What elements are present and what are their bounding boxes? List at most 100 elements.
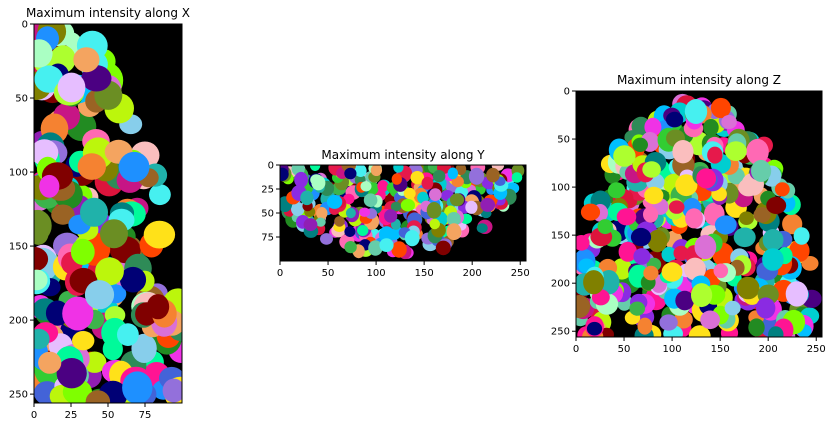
label-cell [85,390,111,403]
label-cell [480,197,496,212]
label-cell [725,141,747,162]
panel-y-ticks: 0 50 100 150 200 250 0 25 50 75 [261,161,530,280]
label-cell [143,220,176,249]
label-cell [370,165,383,176]
label-cell [713,263,729,279]
y-tick-label: 0 [564,87,570,98]
label-cell [62,296,94,331]
y-tick-label: 250 [551,327,570,338]
label-cell [303,218,318,232]
label-cell [446,223,462,241]
label-cell [607,182,626,199]
label-cell [643,265,659,281]
label-cell [390,201,402,212]
y-tick-label: 200 [9,316,28,327]
label-cell [429,188,442,202]
label-cell [629,301,646,316]
label-cell [685,208,703,229]
label-cell [633,248,651,265]
x-tick-label: 150 [415,268,434,279]
label-cell [359,207,371,217]
x-tick-label: 200 [759,344,778,355]
label-cell [668,200,685,214]
label-cell [34,209,52,242]
label-cell [789,239,810,262]
label-cell [426,202,442,219]
panel-x-title: Maximum intensity along X [26,6,190,20]
label-cell [673,245,689,261]
label-cell [384,209,398,223]
x-tick-label: 100 [367,268,386,279]
label-cell [801,256,819,271]
label-cell [714,215,737,235]
label-cell [675,174,698,197]
label-cell [309,165,321,171]
label-cell [746,138,769,165]
panel-x-label-cells [34,24,182,403]
label-cell [315,217,326,227]
label-cell [432,170,446,183]
panel-y-label-cells [280,165,525,260]
label-cell [57,72,86,103]
label-cell [768,326,784,337]
panel-z: Maximum intensity along Z 0 50 100 150 200 25… [551,73,826,355]
label-cell [291,201,305,217]
label-cell [691,283,713,308]
y-tick-label: 150 [551,231,570,242]
label-cell [613,145,636,167]
label-cell [597,219,613,235]
y-tick-label: 50 [15,94,28,105]
label-cell [447,167,458,180]
x-tick-label: 75 [139,410,152,421]
label-cell [785,281,809,307]
label-cell [748,318,765,337]
y-tick-label: 0 [22,20,28,31]
label-cell [391,241,407,258]
label-cell [665,111,684,128]
label-cell [300,190,314,206]
label-cell [34,328,50,350]
label-cell [751,159,772,182]
label-cell [762,229,784,251]
label-cell [576,235,590,251]
label-cell [100,219,128,249]
x-tick-label: 100 [663,344,682,355]
label-cell [644,186,664,205]
panel-y: Maximum intensity along Y 0 50 100 150 200 25… [261,148,530,279]
x-tick-label: 150 [711,344,730,355]
y-tick-label: 0 [268,161,274,172]
label-cell [377,180,389,193]
label-cell [334,216,345,227]
label-cell [326,194,343,209]
label-cell [694,234,717,260]
y-tick-label: 100 [9,168,28,179]
label-cell [34,269,48,291]
label-cell [696,168,717,189]
label-cell [95,257,124,286]
label-cell [455,165,467,176]
label-cell [368,240,383,256]
label-cell [404,230,420,247]
label-cell [707,146,723,164]
y-tick-label: 50 [261,209,274,220]
label-cell [162,378,182,403]
label-cell [659,314,678,331]
y-tick-label: 100 [551,183,570,194]
label-cell [311,175,326,191]
label-cell [435,240,451,256]
label-cell [446,212,461,226]
label-cell [118,151,150,183]
label-cell [379,238,394,253]
label-cell [77,153,107,180]
label-cell [675,290,695,311]
label-cell [73,47,100,73]
label-cell [429,218,441,230]
label-cell [56,358,87,389]
label-cell [357,225,369,236]
y-tick-label: 25 [261,185,274,196]
label-cell [647,229,668,253]
label-cell [738,178,759,197]
label-cell [344,167,357,180]
